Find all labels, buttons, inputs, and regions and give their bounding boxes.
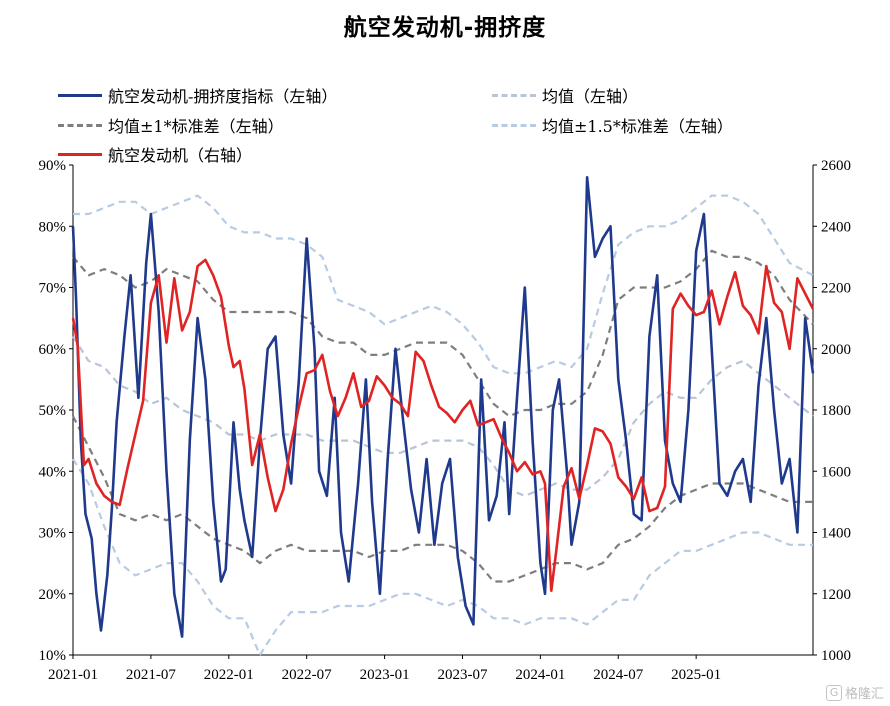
series-engine-price-line — [71, 258, 815, 593]
x-tick-label: 2021-01 — [48, 667, 98, 683]
watermark-logo-icon: G — [825, 684, 842, 701]
legend-item-mean: 均值（左轴） — [492, 84, 638, 106]
legend-item-engine-price: 航空发动机（右轴） — [58, 143, 252, 165]
series-1-5std-lower-line — [72, 458, 813, 657]
series-1-5std-upper-line — [73, 194, 814, 375]
x-tick-label: 2022-01 — [204, 667, 254, 683]
legend-swatch-1std — [58, 123, 102, 127]
left-tick-label: 60% — [39, 342, 67, 358]
left-tick-label: 80% — [39, 219, 67, 235]
x-tick-label: 2024-01 — [515, 667, 565, 683]
left-tick-label: 30% — [39, 526, 67, 542]
series-1std-lower-line — [72, 415, 813, 583]
legend-label-mean: 均值（左轴） — [542, 87, 639, 106]
legend-item-1-5std: 均值±1.5*标准差（左轴） — [492, 114, 733, 136]
legend-label-1-5std: 均值±1.5*标准差（左轴） — [542, 117, 733, 136]
legend-label-1std: 均值±1*标准差（左轴） — [108, 117, 284, 136]
right-tick-label: 2400 — [821, 219, 851, 235]
right-tick-label: 2000 — [821, 342, 851, 358]
left-tick-label: 40% — [39, 464, 67, 480]
chart-title: 航空发动机-拥挤度 — [343, 15, 547, 41]
right-tick-label: 2200 — [821, 281, 851, 297]
legend-label-engine-price: 航空发动机（右轴） — [108, 146, 253, 165]
right-tick-label: 1800 — [821, 403, 851, 419]
legend-item-crowding-index: 航空发动机-拥挤度指标（左轴） — [58, 84, 337, 106]
x-tick-label: 2023-01 — [360, 667, 410, 683]
left-tick-label: 20% — [39, 587, 67, 603]
x-tick-label: 2024-07 — [593, 667, 643, 683]
legend-swatch-1-5std — [492, 123, 536, 127]
left-tick-label: 10% — [39, 648, 67, 664]
x-tick-label: 2022-07 — [282, 667, 332, 683]
x-tick-label: 2023-07 — [437, 667, 487, 683]
right-tick-label: 1600 — [821, 464, 851, 480]
x-tick-label: 2025-01 — [671, 667, 721, 683]
series-mean-line — [72, 335, 814, 497]
right-tick-label: 1200 — [821, 587, 851, 603]
series-crowding-index-line — [71, 176, 815, 638]
right-tick-label: 1400 — [821, 526, 851, 542]
x-tick-label: 2021-07 — [126, 667, 176, 683]
left-tick-label: 90% — [39, 158, 67, 174]
right-tick-label: 2600 — [821, 158, 851, 174]
legend-swatch-engine-price — [58, 152, 102, 156]
right-tick-label: 1000 — [821, 648, 851, 664]
watermark-text: 格隆汇 — [844, 687, 884, 702]
left-tick-label: 70% — [39, 281, 67, 297]
legend-label-crowding-index: 航空发动机-拥挤度指标（左轴） — [108, 87, 338, 106]
legend-item-1std: 均值±1*标准差（左轴） — [58, 114, 284, 136]
legend-swatch-mean — [492, 93, 536, 97]
left-tick-label: 50% — [39, 403, 67, 419]
legend-swatch-crowding-index — [58, 93, 102, 97]
watermark: G 格隆汇 — [825, 683, 884, 702]
